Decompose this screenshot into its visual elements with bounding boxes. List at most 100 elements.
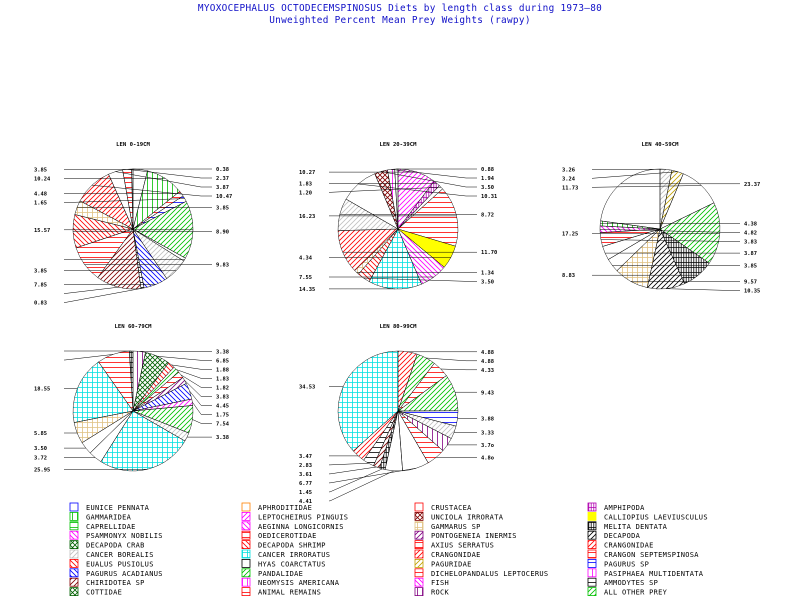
leader-line xyxy=(440,368,477,371)
pie-slice xyxy=(74,411,133,443)
leader-line xyxy=(64,287,143,303)
pie-slice xyxy=(398,229,456,268)
legend-swatch xyxy=(241,577,251,587)
legend-item: EUALUS PUSIOLUS xyxy=(69,559,153,568)
pie-slice xyxy=(398,363,447,411)
legend-swatch xyxy=(69,559,79,568)
slice-label: 1.75 xyxy=(216,412,229,418)
pie-slice xyxy=(337,199,398,231)
leader-line xyxy=(390,169,477,179)
chart-title: MYOXOCEPHALUS OCTODECEMSPINOSUS Diets by… xyxy=(197,3,603,14)
pie-slice xyxy=(354,229,398,275)
legend-item: CANCER BOREALIS xyxy=(69,549,153,559)
slice-label: 15.57 xyxy=(34,228,50,234)
leader-line xyxy=(64,354,114,361)
legend-label: CAPRELLIDAE xyxy=(86,523,136,531)
legend-label: ALL OTHER PREY xyxy=(604,589,668,597)
pie-slice xyxy=(72,361,133,423)
legend-label: EUNICE PENNATA xyxy=(86,504,150,512)
leader-line xyxy=(171,364,212,370)
legend-swatch xyxy=(587,540,597,549)
legend-item: PONTOGENEIA INERMIS xyxy=(414,530,517,540)
legend-item: AEGINNA LONGICORNIS xyxy=(241,521,343,531)
slice-label: 7.85 xyxy=(34,282,47,288)
legend-label: PAGURUS ACADIANUS xyxy=(86,570,163,578)
legend-swatch xyxy=(414,559,424,568)
leader-line xyxy=(64,198,185,203)
pie-slice xyxy=(398,410,459,427)
pie-slice xyxy=(398,229,445,285)
legend-label: AMMODYTES SP xyxy=(604,579,658,587)
leader-line xyxy=(180,374,212,388)
slice-label: 3.61 xyxy=(299,472,312,478)
legend-label: DECAPODA SHRIMP xyxy=(258,542,326,550)
pie-slice xyxy=(97,229,141,289)
leader-line xyxy=(599,229,740,233)
pie-slice xyxy=(369,229,422,290)
legend-item: PAGURIDAE xyxy=(414,559,472,568)
legend-label: AMPHIPODA xyxy=(604,504,645,512)
pie-title: LEN 0-19CM xyxy=(116,142,150,148)
legend-label: PONTOGENEIA INERMIS xyxy=(431,532,517,540)
slice-label: 8.72 xyxy=(481,212,494,218)
pie-slice xyxy=(385,411,403,471)
pie-slice xyxy=(363,411,398,466)
legend-item: COTTIDAE xyxy=(69,587,122,597)
legend-label: CRANGONIDAE xyxy=(431,551,481,559)
legend-swatch xyxy=(414,502,424,512)
slice-label: 3.87 xyxy=(216,185,229,191)
slice-label: 3.72 xyxy=(34,456,47,462)
legend-item: CALLIOPIUS LAEVIUSCULUS xyxy=(587,512,708,521)
leader-line xyxy=(64,286,119,294)
legend-label: PAGURIDAE xyxy=(431,560,472,568)
legend-item: HYAS COARCTATUS xyxy=(241,559,325,568)
leader-line xyxy=(192,419,212,424)
pie-slice xyxy=(133,195,187,229)
legend-swatch xyxy=(69,549,79,559)
legend-item: CRANGONIDAE xyxy=(587,540,653,550)
legend-swatch xyxy=(414,530,424,540)
slice-label: 3.83 xyxy=(216,394,229,400)
pie-slice-edge xyxy=(72,361,134,423)
legend-label: MELITA DENTATA xyxy=(604,523,668,531)
slice-label: 6.77 xyxy=(299,481,312,487)
slice-label: 17.25 xyxy=(562,232,578,238)
legend-label: PSAMMONYX NOBILIS xyxy=(86,532,163,540)
slice-label: 10.47 xyxy=(216,194,232,200)
pie-chart-2: LEN 20-39CM 10.27 1.83 1.20 16.23 4.34 7.55 14.… xyxy=(299,142,497,293)
pie-title: LEN 60-79CM xyxy=(114,324,152,330)
legend-label: ANIMAL REMAINS xyxy=(258,589,321,597)
legend-label: DECAPODA xyxy=(604,532,641,540)
pie-slice xyxy=(600,225,660,233)
slice-label: 3.50 xyxy=(481,185,494,191)
slice-label: 14.35 xyxy=(299,287,315,293)
slice-label: 16.23 xyxy=(299,214,315,220)
slice-label: 4.48 xyxy=(34,192,47,198)
pie-slice xyxy=(133,372,183,411)
pie-slice xyxy=(338,351,398,452)
legend-label: CALLIOPIUS LAEVIUSCULUS xyxy=(604,513,708,521)
legend-item: DECAPODA SHRIMP xyxy=(241,540,326,550)
pie-slice xyxy=(98,351,133,411)
slice-label: 2.83 xyxy=(299,463,312,469)
pie-slice xyxy=(398,411,443,463)
legend-item: ANIMAL REMAINS xyxy=(241,587,321,597)
legend-swatch xyxy=(414,549,424,559)
leader-line xyxy=(600,239,740,242)
legend-item: EUNICE PENNATA xyxy=(69,502,150,512)
slice-label: 4.34 xyxy=(299,255,312,261)
slice-label: 1.83 xyxy=(216,376,229,382)
leader-line xyxy=(91,184,212,197)
legend-item: PANDALIDAE xyxy=(241,568,303,578)
pie-slice xyxy=(398,411,452,451)
pie-slice xyxy=(373,411,398,469)
legend-swatch xyxy=(69,568,79,578)
leader-line xyxy=(127,169,212,179)
slice-label: 3.50 xyxy=(481,279,494,285)
legend-label: PAGURUS SP xyxy=(604,560,649,568)
leader-line xyxy=(329,468,416,484)
slice-label: 1.94 xyxy=(481,176,494,182)
legend-item: PASIPHAEA MULTIDENTATA xyxy=(587,568,704,578)
slice-label: 9.43 xyxy=(481,390,494,396)
legend-swatch xyxy=(587,568,597,578)
